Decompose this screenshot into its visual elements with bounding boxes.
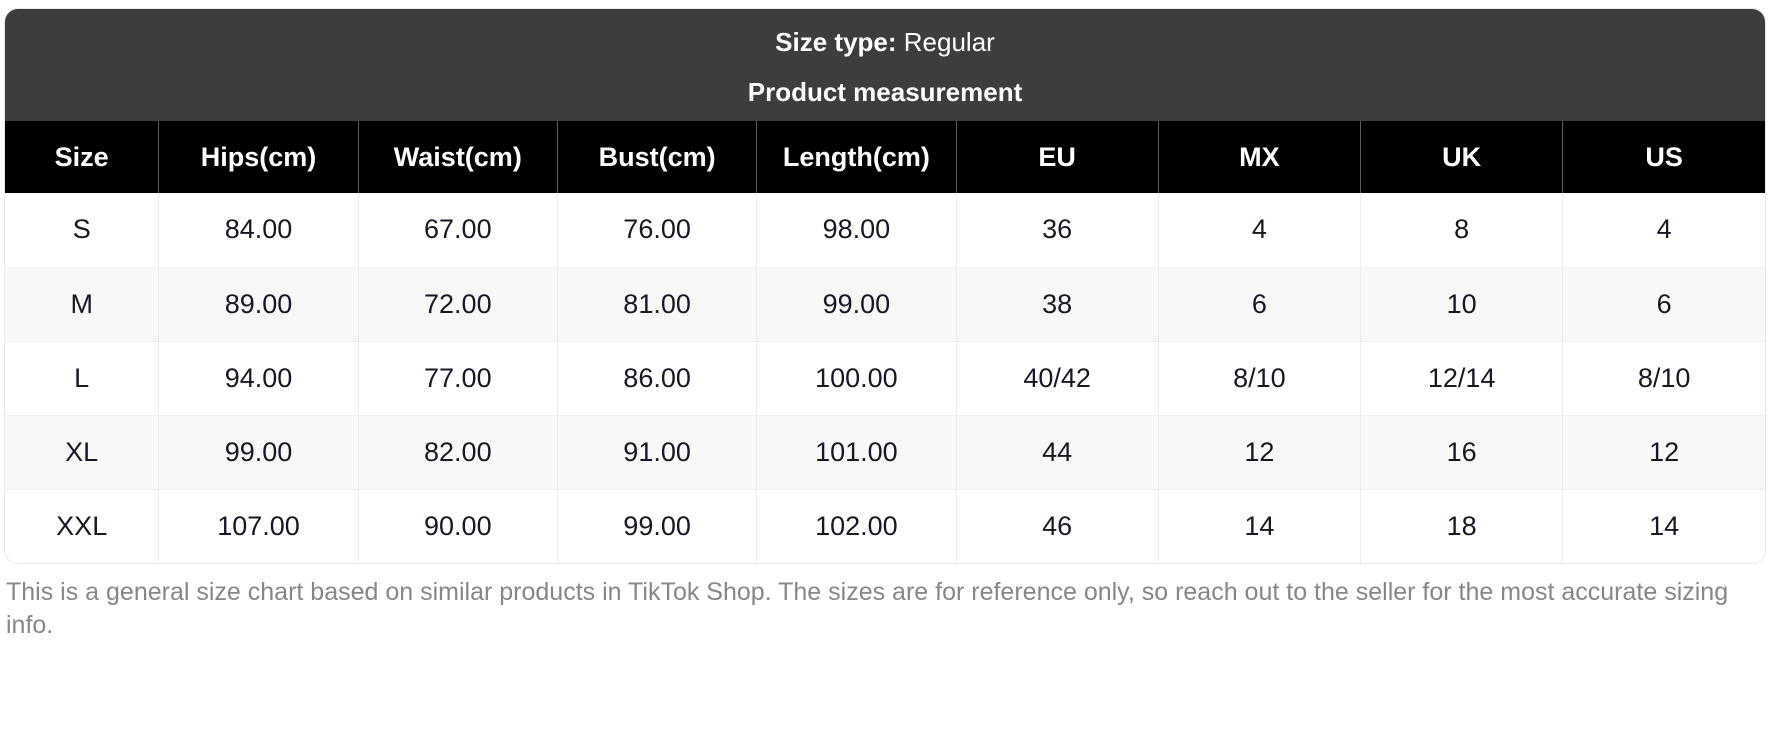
table-body: S 84.00 67.00 76.00 98.00 36 4 8 4 M 89.… bbox=[5, 193, 1765, 563]
cell-us: 12 bbox=[1562, 415, 1765, 490]
cell-mx: 4 bbox=[1158, 193, 1361, 268]
cell-hips: 84.00 bbox=[158, 193, 359, 268]
size-type-value: Regular bbox=[903, 27, 995, 57]
cell-us: 6 bbox=[1562, 267, 1765, 342]
card-banner: Size type: Regular Product measurement bbox=[5, 9, 1765, 121]
cell-bust: 99.00 bbox=[557, 489, 758, 563]
cell-eu: 38 bbox=[956, 267, 1159, 342]
cell-mx: 6 bbox=[1158, 267, 1361, 342]
cell-waist: 82.00 bbox=[358, 415, 558, 490]
cell-waist: 72.00 bbox=[358, 267, 558, 342]
cell-uk: 18 bbox=[1360, 489, 1564, 563]
cell-hips: 94.00 bbox=[158, 341, 359, 416]
cell-us: 8/10 bbox=[1562, 341, 1765, 416]
column-header-size: Size bbox=[5, 121, 160, 193]
cell-waist: 90.00 bbox=[358, 489, 558, 563]
column-header-eu: EU bbox=[956, 121, 1159, 193]
column-header-bust: Bust(cm) bbox=[557, 121, 758, 193]
cell-bust: 91.00 bbox=[557, 415, 758, 490]
table-head: Size Hips(cm) Waist(cm) Bust(cm) Length(… bbox=[5, 121, 1765, 193]
cell-length: 100.00 bbox=[756, 341, 957, 416]
column-header-waist: Waist(cm) bbox=[358, 121, 558, 193]
cell-waist: 77.00 bbox=[358, 341, 558, 416]
column-header-us: US bbox=[1562, 121, 1765, 193]
cell-length: 99.00 bbox=[756, 267, 957, 342]
table-row: L 94.00 77.00 86.00 100.00 40/42 8/10 12… bbox=[5, 341, 1765, 416]
cell-size: M bbox=[5, 267, 160, 342]
size-type-line: Size type: Regular bbox=[5, 23, 1765, 61]
cell-uk: 10 bbox=[1360, 267, 1564, 342]
column-header-hips: Hips(cm) bbox=[158, 121, 359, 193]
cell-bust: 86.00 bbox=[557, 341, 758, 416]
size-type-label: Size type: bbox=[775, 27, 897, 57]
cell-length: 98.00 bbox=[756, 193, 957, 268]
column-header-length: Length(cm) bbox=[756, 121, 957, 193]
cell-uk: 12/14 bbox=[1360, 341, 1564, 416]
cell-length: 102.00 bbox=[756, 489, 957, 563]
cell-size: XXL bbox=[5, 489, 160, 563]
cell-size: L bbox=[5, 341, 160, 416]
cell-size: S bbox=[5, 193, 160, 268]
cell-length: 101.00 bbox=[756, 415, 957, 490]
cell-uk: 8 bbox=[1360, 193, 1564, 268]
cell-size: XL bbox=[5, 415, 160, 490]
cell-us: 4 bbox=[1562, 193, 1765, 268]
cell-bust: 81.00 bbox=[557, 267, 758, 342]
table-header-row: Size Hips(cm) Waist(cm) Bust(cm) Length(… bbox=[5, 121, 1765, 193]
table-row: XXL 107.00 90.00 99.00 102.00 46 14 18 1… bbox=[5, 489, 1765, 563]
column-header-mx: MX bbox=[1158, 121, 1361, 193]
cell-eu: 36 bbox=[956, 193, 1159, 268]
table-row: XL 99.00 82.00 91.00 101.00 44 12 16 12 bbox=[5, 415, 1765, 490]
column-header-uk: UK bbox=[1360, 121, 1564, 193]
size-measurement-table: Size Hips(cm) Waist(cm) Bust(cm) Length(… bbox=[5, 121, 1765, 563]
cell-mx: 8/10 bbox=[1158, 341, 1361, 416]
cell-mx: 14 bbox=[1158, 489, 1361, 563]
product-measurement-title: Product measurement bbox=[747, 77, 1023, 107]
cell-uk: 16 bbox=[1360, 415, 1564, 490]
size-chart-card: Size type: Regular Product measurement S… bbox=[4, 8, 1766, 564]
cell-waist: 67.00 bbox=[358, 193, 558, 268]
cell-bust: 76.00 bbox=[557, 193, 758, 268]
table-row: M 89.00 72.00 81.00 99.00 38 6 10 6 bbox=[5, 267, 1765, 342]
cell-eu: 40/42 bbox=[956, 341, 1159, 416]
cell-eu: 46 bbox=[956, 489, 1159, 563]
cell-hips: 89.00 bbox=[158, 267, 359, 342]
cell-hips: 107.00 bbox=[158, 489, 359, 563]
table-row: S 84.00 67.00 76.00 98.00 36 4 8 4 bbox=[5, 193, 1765, 268]
size-chart-disclaimer: This is a general size chart based on si… bbox=[6, 578, 1729, 639]
cell-eu: 44 bbox=[956, 415, 1159, 490]
cell-mx: 12 bbox=[1158, 415, 1361, 490]
cell-us: 14 bbox=[1562, 489, 1765, 563]
cell-hips: 99.00 bbox=[158, 415, 359, 490]
